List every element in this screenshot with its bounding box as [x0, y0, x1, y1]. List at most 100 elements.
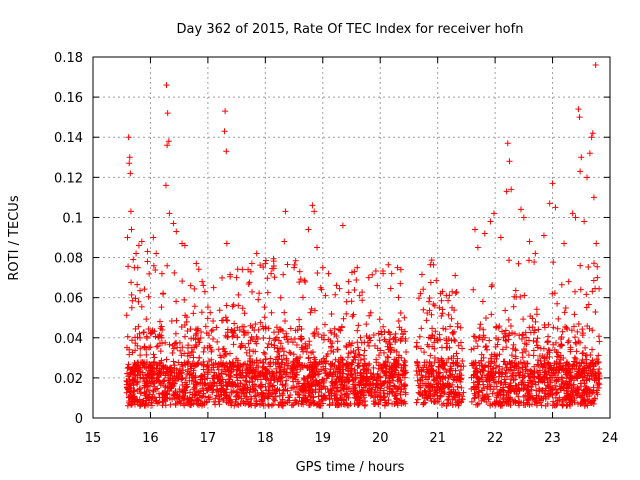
data-point — [337, 373, 344, 380]
data-point — [282, 318, 289, 325]
data-point — [345, 278, 352, 285]
data-point — [351, 287, 358, 294]
data-point — [239, 367, 246, 374]
data-point — [449, 329, 456, 336]
data-point — [585, 363, 592, 370]
data-point — [559, 398, 566, 405]
data-point — [452, 272, 459, 279]
data-point — [263, 376, 270, 383]
data-point — [571, 354, 578, 361]
data-point — [501, 376, 508, 383]
data-point — [589, 371, 596, 378]
data-point — [271, 397, 278, 404]
data-point — [564, 360, 571, 367]
data-point — [197, 380, 204, 387]
data-point — [424, 376, 431, 383]
data-point — [126, 351, 133, 358]
data-point — [328, 311, 335, 318]
data-point — [213, 382, 220, 389]
data-point — [246, 346, 253, 353]
x-tick-label: 16 — [142, 431, 159, 446]
data-point — [258, 396, 265, 403]
data-point — [248, 395, 255, 402]
data-point — [360, 366, 367, 373]
data-point — [595, 371, 602, 378]
data-point — [505, 387, 512, 394]
data-point — [387, 341, 394, 348]
data-point — [575, 400, 582, 407]
data-point — [589, 388, 596, 395]
data-point — [379, 367, 386, 374]
data-point — [496, 351, 503, 358]
data-point — [533, 306, 540, 313]
data-point — [190, 354, 197, 361]
data-point — [280, 387, 287, 394]
data-point — [150, 365, 157, 372]
data-point — [546, 200, 553, 207]
data-point — [503, 188, 510, 195]
data-point — [579, 332, 586, 339]
data-point — [439, 288, 446, 295]
data-point — [569, 210, 576, 217]
data-point — [522, 363, 529, 370]
data-point — [506, 358, 513, 365]
data-point — [235, 291, 242, 298]
data-point — [392, 330, 399, 337]
data-point — [224, 326, 231, 333]
data-point — [386, 374, 393, 381]
data-point — [190, 380, 197, 387]
data-point — [126, 382, 133, 389]
data-point — [438, 297, 445, 304]
data-point — [505, 316, 512, 323]
data-point — [520, 393, 527, 400]
data-point — [136, 386, 143, 393]
data-point — [579, 326, 586, 333]
data-point — [388, 270, 395, 277]
data-point — [188, 348, 195, 355]
data-point — [210, 361, 217, 368]
data-point — [379, 267, 386, 274]
data-point — [255, 296, 262, 303]
data-point — [134, 379, 141, 386]
data-point — [218, 354, 225, 361]
data-point — [271, 274, 278, 281]
data-point — [210, 379, 217, 386]
data-point — [512, 346, 519, 353]
data-point — [569, 389, 576, 396]
data-point — [577, 372, 584, 379]
data-point — [563, 402, 570, 409]
data-point — [173, 228, 180, 235]
data-point — [593, 374, 600, 381]
data-point — [253, 357, 260, 364]
data-point — [400, 382, 407, 389]
data-point — [131, 401, 138, 408]
data-point — [492, 401, 499, 408]
data-point — [142, 395, 149, 402]
data-point — [520, 381, 527, 388]
data-point — [555, 315, 562, 322]
data-point — [321, 383, 328, 390]
data-point — [340, 370, 347, 377]
data-point — [285, 360, 292, 367]
data-point — [526, 257, 533, 264]
data-point — [129, 349, 136, 356]
data-point — [300, 394, 307, 401]
data-point — [549, 290, 556, 297]
data-point — [403, 349, 410, 356]
data-point — [241, 383, 248, 390]
data-point — [527, 394, 534, 401]
data-point — [242, 377, 249, 384]
data-point — [305, 354, 312, 361]
data-point — [493, 355, 500, 362]
data-point — [575, 106, 582, 113]
data-point — [364, 376, 371, 383]
data-point — [361, 347, 368, 354]
data-point — [284, 261, 291, 268]
data-point — [252, 321, 259, 328]
data-point — [492, 324, 499, 331]
data-point — [488, 351, 495, 358]
data-point — [291, 384, 298, 391]
data-point — [179, 278, 186, 285]
data-point — [223, 317, 230, 324]
data-point — [578, 369, 585, 376]
